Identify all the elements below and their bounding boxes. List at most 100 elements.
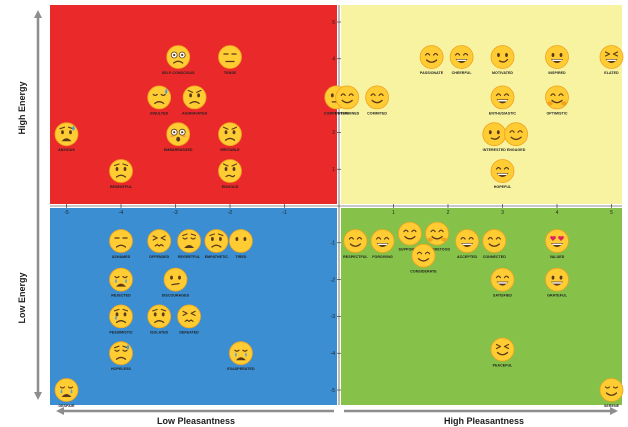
y-tick-label: -3 <box>331 314 336 320</box>
emotion-point: INSULTED <box>147 85 172 115</box>
emotion-label: AGGRAVATED <box>182 111 208 115</box>
emotion-point: RESPECTFUL <box>343 229 368 259</box>
emotion-label: INSULTED <box>150 111 168 115</box>
emotion-point: CONNECTED <box>482 229 507 259</box>
confounded-face-icon <box>147 229 172 253</box>
cry-face-icon <box>228 341 253 366</box>
y-tick-label: -1 <box>331 241 336 247</box>
emotion-point: REJECTED <box>109 267 133 298</box>
emotion-point: PASSIONATE <box>419 45 444 75</box>
emotion-label: DETERMINED <box>335 111 360 115</box>
heart-eyes-face-icon <box>545 229 569 253</box>
smile-face-icon <box>365 85 390 110</box>
x-axis-title-left: Low Pleasantness <box>157 416 235 426</box>
emotion-label: GRATEFUL <box>547 294 567 298</box>
emotion-label: HOPEFUL <box>494 185 512 189</box>
pessimistic-face-icon <box>109 304 133 329</box>
emotion-label: DEFEATED <box>179 330 199 334</box>
emotion-label: TENSE <box>224 71 237 75</box>
ashamed-face-icon <box>109 229 133 253</box>
emotion-point: RESENTFUL <box>109 159 133 189</box>
emotion-point: CONSIDERATE <box>410 243 437 274</box>
emotion-point: DETERMINED <box>335 85 360 115</box>
emotion-label: PEACEFUL <box>493 364 514 368</box>
y-tick-label: 4 <box>332 57 335 63</box>
emotion-label: SELF-CONSCIOUS <box>162 71 195 75</box>
emotion-point: HOPEFUL <box>490 159 515 189</box>
x-tick-label: 1 <box>392 210 395 216</box>
emotion-label: RESENTFUL <box>110 185 133 189</box>
grin-face-icon <box>370 229 395 253</box>
emotion-label: ISOLATED <box>150 330 169 334</box>
emotion-point: DEFEATED <box>177 304 202 334</box>
emotion-label: PASSIONATE <box>420 71 444 75</box>
emotion-point: TIRED <box>228 229 253 259</box>
downcast-face-icon <box>109 341 133 366</box>
x-tick-label: 5 <box>610 210 613 216</box>
smirk-face-icon <box>482 122 507 147</box>
smile-face-icon <box>482 229 507 253</box>
emotion-label: REJECTED <box>111 294 131 298</box>
y-tick-label: 1 <box>332 167 335 173</box>
emotion-label: FORGIVING <box>372 255 393 259</box>
grin-face-icon <box>490 159 515 183</box>
y-tick-label: 2 <box>332 130 335 136</box>
emotion-label: REGRETFUL <box>178 255 201 259</box>
emotion-point: PESSIMISTIC <box>109 304 133 334</box>
emotion-label: MOTIVATED <box>492 71 513 75</box>
emotion-point: INTERESTED <box>482 122 507 152</box>
flushed-face-icon <box>166 122 191 147</box>
x-tick-label: -4 <box>119 210 124 216</box>
emotion-point: VALUED <box>545 229 569 259</box>
emotion-label: COMMITED <box>367 111 387 115</box>
emotion-point: FORGIVING <box>370 229 395 259</box>
y-tick-label: -5 <box>331 388 336 394</box>
x-tick-label: 3 <box>501 210 504 216</box>
emotion-point: TENSE <box>218 45 242 75</box>
emotion-point: REGRETFUL <box>177 229 202 259</box>
emotion-label: ENTHUSIASTIC <box>489 111 517 115</box>
emotion-label: RESPECTFUL <box>343 255 368 259</box>
emotion-point: UNDERSTOOD <box>424 221 450 252</box>
points-layer: SELF-CONSCIOUS TENSE INSULTED AGGRAVATED COM… <box>54 45 624 408</box>
anxious-sweat-face-icon <box>54 122 79 147</box>
smile-face-icon <box>419 45 444 69</box>
smile-face-icon <box>504 122 528 147</box>
emotion-label: ELATED <box>604 71 619 75</box>
emotion-label: EMPATHETIC <box>205 255 229 259</box>
emotion-label: DISCOURAGED <box>162 294 190 298</box>
cry-face-icon <box>109 267 133 292</box>
frown-face-icon <box>182 85 207 110</box>
emotion-point: EMBARRASSED <box>164 122 193 152</box>
quadrant-high-energy-high-pleasantness <box>341 5 622 206</box>
emotion-label: CHEERFUL <box>452 71 473 75</box>
worried-face-icon <box>109 159 133 183</box>
y-tick-label: -2 <box>331 277 336 283</box>
emotion-point: SUPPORTED <box>397 221 422 252</box>
squint-face-icon <box>490 337 515 362</box>
sad-face-icon <box>147 304 172 329</box>
emotion-label: CONSIDERATE <box>410 270 437 274</box>
x-tick-label: 2 <box>447 210 450 216</box>
emotion-label: INTERESTED <box>483 148 507 152</box>
emotion-label: IRRITABLE <box>220 148 240 152</box>
emotion-label: EXASPERATED <box>227 367 255 371</box>
emotion-point: MOTIVATED <box>490 45 515 75</box>
emotion-label: DESPAIR <box>58 404 74 408</box>
emotion-point: SELF-CONSCIOUS <box>162 45 195 75</box>
emotion-label: HOPELESS <box>111 367 132 371</box>
hug-face-icon <box>545 85 569 110</box>
x-tick-label: 4 <box>556 210 559 216</box>
emotion-point: ELATED <box>599 45 624 75</box>
grin-face-icon <box>490 267 515 292</box>
emotion-point: SATISFIED <box>490 267 515 298</box>
x-tick-label: -2 <box>228 210 233 216</box>
smile-face-icon <box>335 85 360 110</box>
emotion-point: ENVIOUS <box>218 159 242 189</box>
tick-layer: -5-4-3-2-11234554321-1-2-3-4-5 <box>64 20 613 394</box>
happy-face-icon <box>545 267 569 292</box>
emotion-point: ISOLATED <box>147 304 172 334</box>
emotion-label: ACCEPTED <box>457 255 478 259</box>
weary-face-icon <box>177 229 202 253</box>
smile-face-icon <box>397 221 422 246</box>
